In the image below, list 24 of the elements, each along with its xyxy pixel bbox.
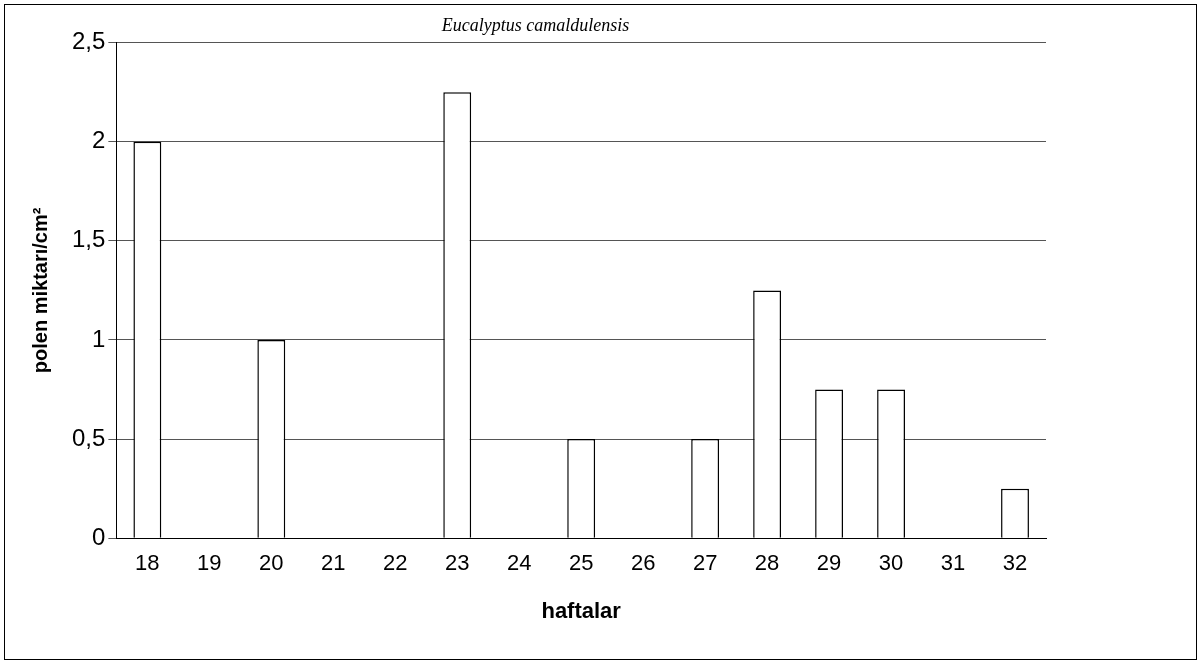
x-tick-label: 18	[135, 550, 160, 576]
x-tick-label: 20	[259, 550, 284, 576]
y-tick-label: 1	[92, 324, 106, 352]
x-tick-label: 27	[692, 550, 718, 576]
x-tick-label: 29	[816, 550, 842, 576]
y-tick-label: 1,5	[71, 225, 106, 253]
x-axis-title: haftalar	[541, 597, 622, 623]
x-tick-label: 25	[568, 550, 594, 576]
chart-title: Eucalyptus camaldulensis	[440, 14, 630, 35]
x-tick-label: 19	[197, 550, 222, 576]
y-axis-title: polen miktarı/cm²	[28, 207, 51, 374]
x-tick-label: 26	[630, 550, 656, 576]
y-tick-label: 0	[92, 522, 106, 550]
x-tick-label: 32	[1002, 550, 1028, 576]
x-tick-label: 24	[506, 550, 532, 576]
x-tick-label: 28	[754, 550, 780, 576]
y-tick-label: 2,5	[71, 27, 106, 55]
x-tick-label: 30	[878, 550, 904, 576]
x-tick-label: 23	[444, 550, 470, 576]
y-tick-label: 2	[92, 126, 106, 154]
x-tick-label: 21	[321, 550, 346, 576]
y-tick-label: 0,5	[71, 423, 106, 451]
x-tick-label: 22	[383, 550, 408, 576]
x-tick-label: 31	[940, 550, 966, 576]
